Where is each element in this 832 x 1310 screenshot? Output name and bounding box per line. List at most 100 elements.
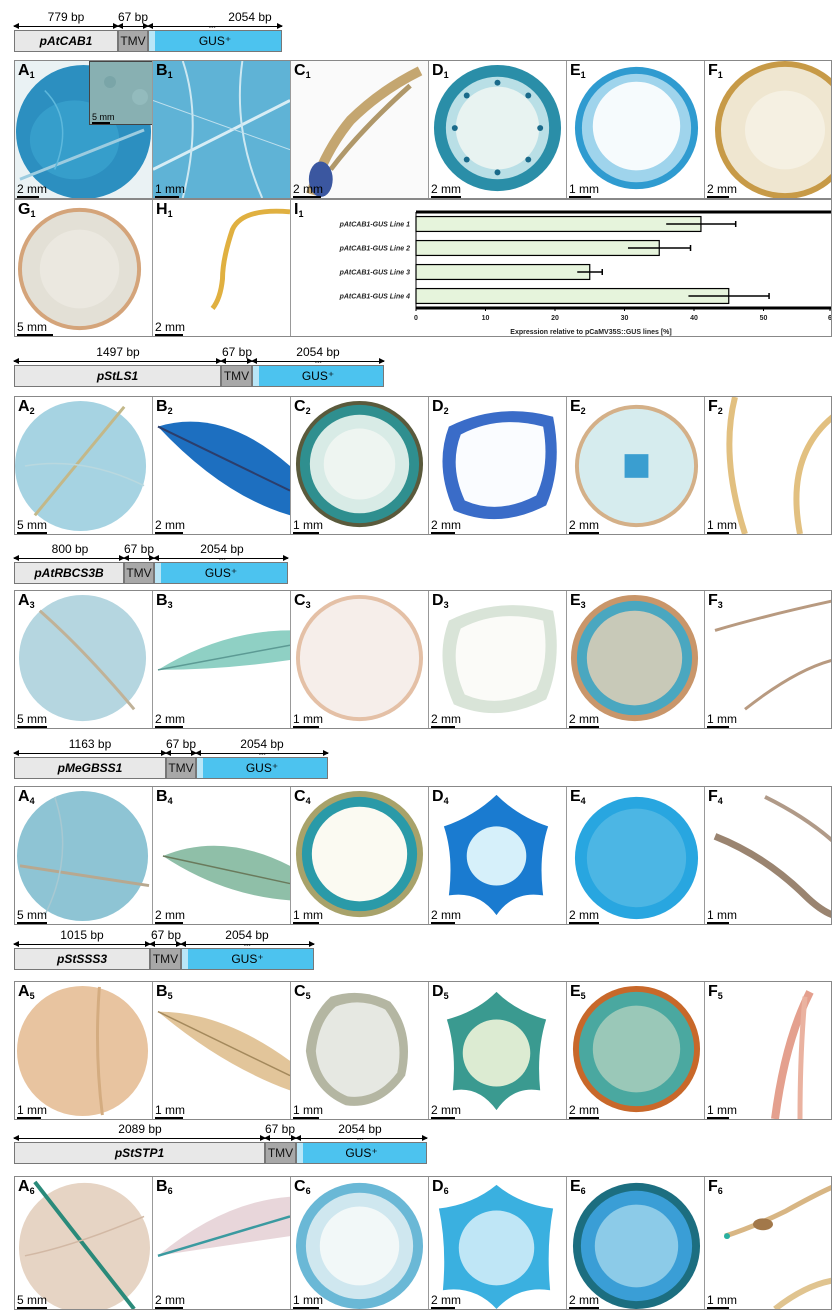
panel-label: D1 [432,62,449,80]
scale-label: 2 mm [431,908,461,922]
scale-bar [431,1117,455,1119]
scale-bar [155,532,183,534]
scale-bar [155,1307,183,1309]
panel-e2: E2 2 mm [567,397,705,534]
scale-label: 2 mm [569,908,599,922]
promoter-length-arrow [13,750,167,756]
promoter-box: pAtCAB1 [14,30,118,52]
panel-b6: B6 2 mm [153,1177,291,1309]
root-image [705,1177,831,1309]
scale-label: 1 mm [707,518,737,532]
scale-label: 2 mm [155,518,185,532]
panel-c4: C4 1 mm [291,787,429,924]
scale-label: 1 mm [293,908,323,922]
panel-label: B4 [156,788,173,806]
promoter-box: pMeGBSS1 [14,757,166,779]
petiole-section-image [429,397,566,534]
panel-a3: A3 5 mm [15,591,153,728]
scale-bar [17,1307,47,1309]
petiole-section-image [429,982,566,1119]
expression-bar-chart: pAtCAB1-GUS Line 1 pAtCAB1-GUS Line 2 pAtC… [339,210,831,336]
construct-diagram: 800 bp 67 bp 2054 bp ··· pAtRBCS3B TMV G… [0,540,832,600]
panel-label: E1 [570,62,586,80]
panel-label: B3 [156,592,173,610]
panel-d4: D4 2 mm [429,787,567,924]
panel-label: F6 [708,1178,723,1196]
stem-section-image [291,982,428,1119]
scale-bar [707,922,729,924]
bar-line-3 [415,263,591,281]
panel-b5: B5 1 mm [153,982,291,1119]
tmv-length-arrow [165,750,197,756]
gus-bp-label: 2054 bp [228,10,272,24]
scale-label: 1 mm [707,1293,737,1307]
panel-d1: D1 2 mm [429,61,567,198]
panel-c5: C5 1 mm [291,982,429,1119]
panel-label: F1 [708,62,723,80]
leaf-disc-image [15,591,152,728]
scale-label: 1 mm [293,1293,323,1307]
scale-label: 1 mm [707,712,737,726]
gus-length-arrow [153,555,289,561]
tmv-bp-label: 67 bp [264,1122,296,1136]
ellipsis-mark: ··· [218,554,227,565]
panel-label: D5 [432,983,449,1001]
gus-box: GUS⁺ [148,30,282,52]
tmv-box: TMV [118,30,148,52]
category-label-1: pAtCAB1-GUS Line 1 [339,222,411,229]
scale-label: 2 mm [155,712,185,726]
panel-label: A6 [18,1178,35,1196]
tmv-length-arrow [149,941,182,947]
gus-length-arrow [295,1135,428,1141]
scale-bar [17,532,47,534]
panel-label: C1 [294,62,311,80]
panel-d5: D5 2 mm [429,982,567,1119]
root-image [153,200,290,336]
scale-label: 1 mm [707,908,737,922]
scale-bar [293,1307,319,1309]
promoter-bp-label: 1015 bp [60,928,104,942]
scale-label: 2 mm [293,182,323,196]
scale-bar [569,1117,599,1119]
category-label-2: pAtCAB1-GUS Line 2 [339,246,411,253]
scale-bar [707,532,729,534]
root-section-image [567,397,704,534]
root-image [705,591,831,728]
gus-box: GUS⁺ [196,757,328,779]
panel-label: A5 [18,983,35,1001]
scale-label: 2 mm [17,182,47,196]
scale-label: 2 mm [155,320,185,334]
panel-c6: C6 1 mm [291,1177,429,1309]
tmv-box: TMV [124,562,154,584]
category-label-3: pAtCAB1-GUS Line 3 [339,270,411,277]
promoter-length-arrow [13,23,119,29]
panel-label: E2 [570,398,586,416]
promoter-box: pStSTP1 [14,1142,265,1164]
gus-start-mark [149,31,155,51]
scale-label: 1 mm [17,1103,47,1117]
tmv-length-arrow [117,23,149,29]
scale-bar [431,1307,455,1309]
bar-line-4 [415,287,730,305]
panel-f6: F6 1 mm [705,1177,831,1309]
scale-label: 2 mm [431,182,461,196]
scale-bar [569,922,599,924]
gus-box: GUS⁺ [296,1142,427,1164]
ellipsis-mark: ··· [243,940,252,951]
promoter-box: pStSSS3 [14,948,150,970]
scale-bar [17,1117,41,1119]
panel-b3: B3 2 mm [153,591,291,728]
category-label-4: pAtCAB1-GUS Line 4 [339,294,411,301]
gus-label: GUS⁺ [204,566,238,580]
inset-scale-label: 5 mm [92,112,115,122]
panel-row-5: A5 1 mm B5 1 mm C5 1 mm [14,981,832,1120]
panel-label: F2 [708,398,723,416]
panel-a5: A5 1 mm [15,982,153,1119]
panel-f4: F4 1 mm [705,787,831,924]
stem-section-image [291,591,428,728]
panel-label: A1 [18,62,35,80]
scale-bar [431,726,455,728]
gus-label: GUS⁺ [198,34,232,48]
bar-line-1 [415,215,702,233]
